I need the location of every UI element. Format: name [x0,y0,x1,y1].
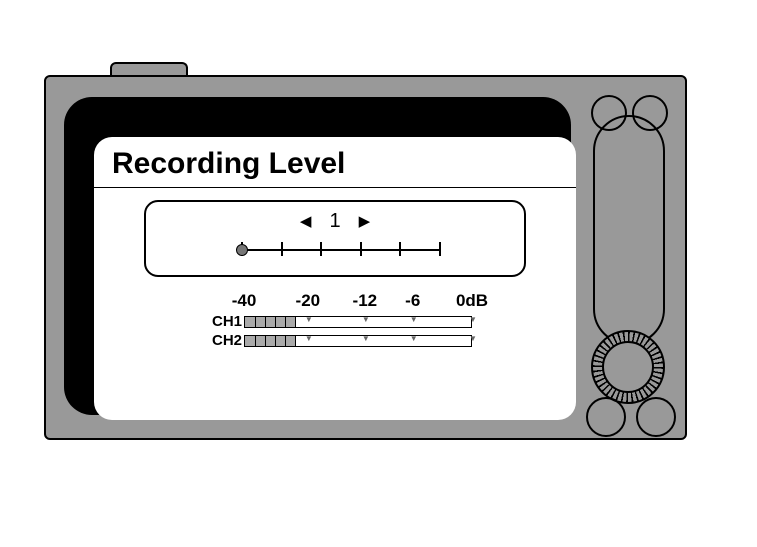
meter-segment [265,317,266,327]
meter-mark: ▼ [410,316,418,324]
stepper-right-arrow[interactable]: ▶ [359,214,371,229]
meter-mark: ▼ [469,335,477,343]
meter-segment [255,336,256,346]
screen-title: Recording Level [94,137,576,187]
meter-segment [285,317,286,327]
slider-tick [399,242,401,256]
db-scale-label: -40 [232,291,257,311]
hardware-button[interactable] [591,95,627,131]
stage: Recording Level ◀ 1 ▶ -40 -20 -12 -6 0dB CH1… [0,0,757,547]
meter-segment [265,336,266,346]
slider-tick [320,242,322,256]
db-scale-label: -6 [405,291,420,311]
meter-mark: ▼ [362,335,370,343]
db-scale: -40-20-12-60dB [244,291,512,311]
slider-track [242,249,440,251]
control-pill [593,115,665,345]
meter-mark: ▼ [469,316,477,324]
meter-segment [295,336,296,346]
db-scale-label: -12 [353,291,378,311]
camera-body: Recording Level ◀ 1 ▶ -40 -20 -12 -6 0dB CH1… [44,75,687,440]
hardware-button[interactable] [586,397,626,437]
meter-mark: ▼ [305,316,313,324]
stepper-value: 1 [329,210,340,233]
hardware-button[interactable] [632,95,668,131]
meter-mark: ▼ [362,316,370,324]
meter-fill [245,336,295,346]
db-scale-label: -20 [296,291,321,311]
level-stepper: ◀ 1 ▶ [144,200,526,277]
stepper-left-arrow[interactable]: ◀ [300,214,312,229]
title-divider [94,187,576,188]
channel-row: CH1 ▼ ▼ ▼ ▼ [204,313,576,330]
meter-segment [295,317,296,327]
meter-segment [275,317,276,327]
level-slider[interactable] [230,239,440,261]
slider-tick [281,242,283,256]
camera-top-notch [110,62,188,76]
meter-mark: ▼ [305,335,313,343]
meter-fill [245,317,295,327]
meter-segment [285,336,286,346]
channel-meter: ▼▼▼▼ [244,335,472,347]
meters-area: -40 -20 -12 -6 0dB CH1 ▼ ▼ ▼ ▼ CH2 ▼ ▼ ▼ ▼ [94,291,576,349]
channel-row: CH2 ▼ ▼ ▼ ▼ [204,332,576,349]
channel-meter: ▼▼▼▼ [244,316,472,328]
hardware-button[interactable] [636,397,676,437]
slider-knob[interactable] [236,244,248,256]
slider-tick [360,242,362,256]
slider-tick [439,242,441,256]
screen-bezel: Recording Level ◀ 1 ▶ -40-20-12-60dB CH1… [64,97,571,415]
stepper-row: ◀ 1 ▶ [154,210,516,233]
screen: Recording Level ◀ 1 ▶ -40 -20 -12 -6 0dB CH1… [94,137,576,420]
control-dial[interactable] [591,330,665,404]
db-scale-label: 0dB [456,291,488,311]
channel-label: CH2 [204,332,244,349]
meter-segment [275,336,276,346]
meter-segment [255,317,256,327]
meter-mark: ▼ [410,335,418,343]
channel-label: CH1 [204,313,244,330]
